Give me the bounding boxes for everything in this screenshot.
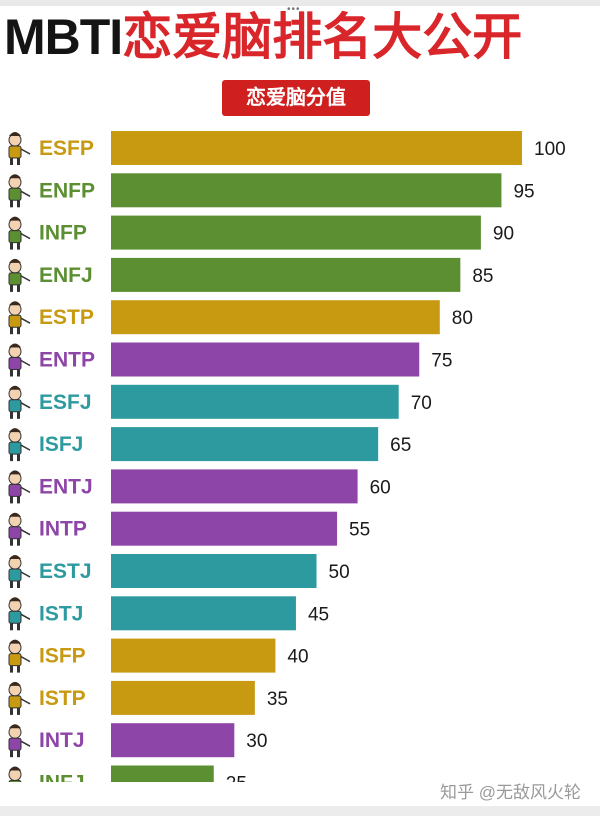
character-avatar-icon [8,343,31,377]
value-label: 60 [370,477,391,498]
category-label: ENFJ [39,264,93,287]
value-label: 100 [534,139,566,160]
character-avatar-icon [8,681,31,715]
character-avatar-icon [8,385,31,419]
bar [111,554,317,588]
character-avatar-icon [8,639,31,673]
top-status-bar [0,0,600,6]
bar [111,300,440,335]
bar [111,131,522,165]
bar [111,342,420,377]
character-avatar-icon [8,724,31,758]
character-avatar-icon [8,216,31,250]
category-label: ISFP [39,645,86,668]
category-label: ISTP [39,687,86,710]
value-label: 40 [287,647,308,668]
value-label: 25 [226,774,247,783]
category-label: ENFP [39,179,95,202]
category-label: ENTP [39,349,95,372]
bar [111,511,338,546]
category-label: ESFP [39,137,94,160]
character-avatar-icon [8,174,31,208]
value-label: 55 [349,520,370,541]
bottom-strip [0,806,600,816]
title-cjk: 恋爱脑排名大公开 [122,9,523,65]
bar [111,765,214,782]
character-avatar-icon [8,301,31,335]
bar-chart: ESFP 100 ENFP 95 INFP 90 ENFJ 85 ESTP 80 ENTP 75 ESF… [8,131,566,783]
menu-dots-icon[interactable]: ••• [287,4,301,15]
value-label: 85 [472,266,493,287]
category-label: INFJ [39,772,85,783]
chart-subtitle-badge: 恋爱脑分值 [222,80,370,116]
bar [111,427,379,462]
category-label: ESTP [39,306,94,329]
category-label: ENTJ [39,475,93,498]
category-label: ISTJ [39,602,83,625]
character-avatar-icon [8,512,31,546]
character-avatar-icon [8,428,31,462]
bar [111,680,255,715]
character-avatar-icon [8,470,31,504]
value-label: 50 [329,562,350,583]
bar [111,469,358,504]
value-label: 90 [493,224,514,245]
value-label: 95 [513,181,534,202]
character-avatar-icon [8,258,31,292]
category-label: ESFJ [39,391,92,414]
value-label: 75 [431,351,452,372]
category-label: ESTJ [39,560,92,583]
value-label: 35 [267,689,288,710]
character-avatar-icon [8,555,31,588]
value-label: 80 [452,308,473,329]
category-label: INTP [39,518,87,541]
bar [111,596,296,631]
watermark: 知乎 @无敌风火轮 [440,783,581,802]
value-label: 65 [390,435,411,456]
bar [111,215,481,250]
category-label: INFP [39,222,87,245]
character-avatar-icon [8,597,31,631]
bar [111,384,399,419]
value-label: 70 [411,393,432,414]
category-label: INTJ [39,729,85,752]
bar [111,257,461,292]
value-label: 30 [246,731,267,752]
bar [111,638,276,673]
character-avatar-icon [8,766,22,782]
page-title: MBTI恋爱脑排名大公开 [4,6,600,68]
category-label: ISFJ [39,433,83,456]
bar [111,173,502,208]
character-avatar-icon [8,132,31,165]
title-latin: MBTI [4,9,123,65]
bar [111,723,235,758]
value-label: 45 [308,604,329,625]
